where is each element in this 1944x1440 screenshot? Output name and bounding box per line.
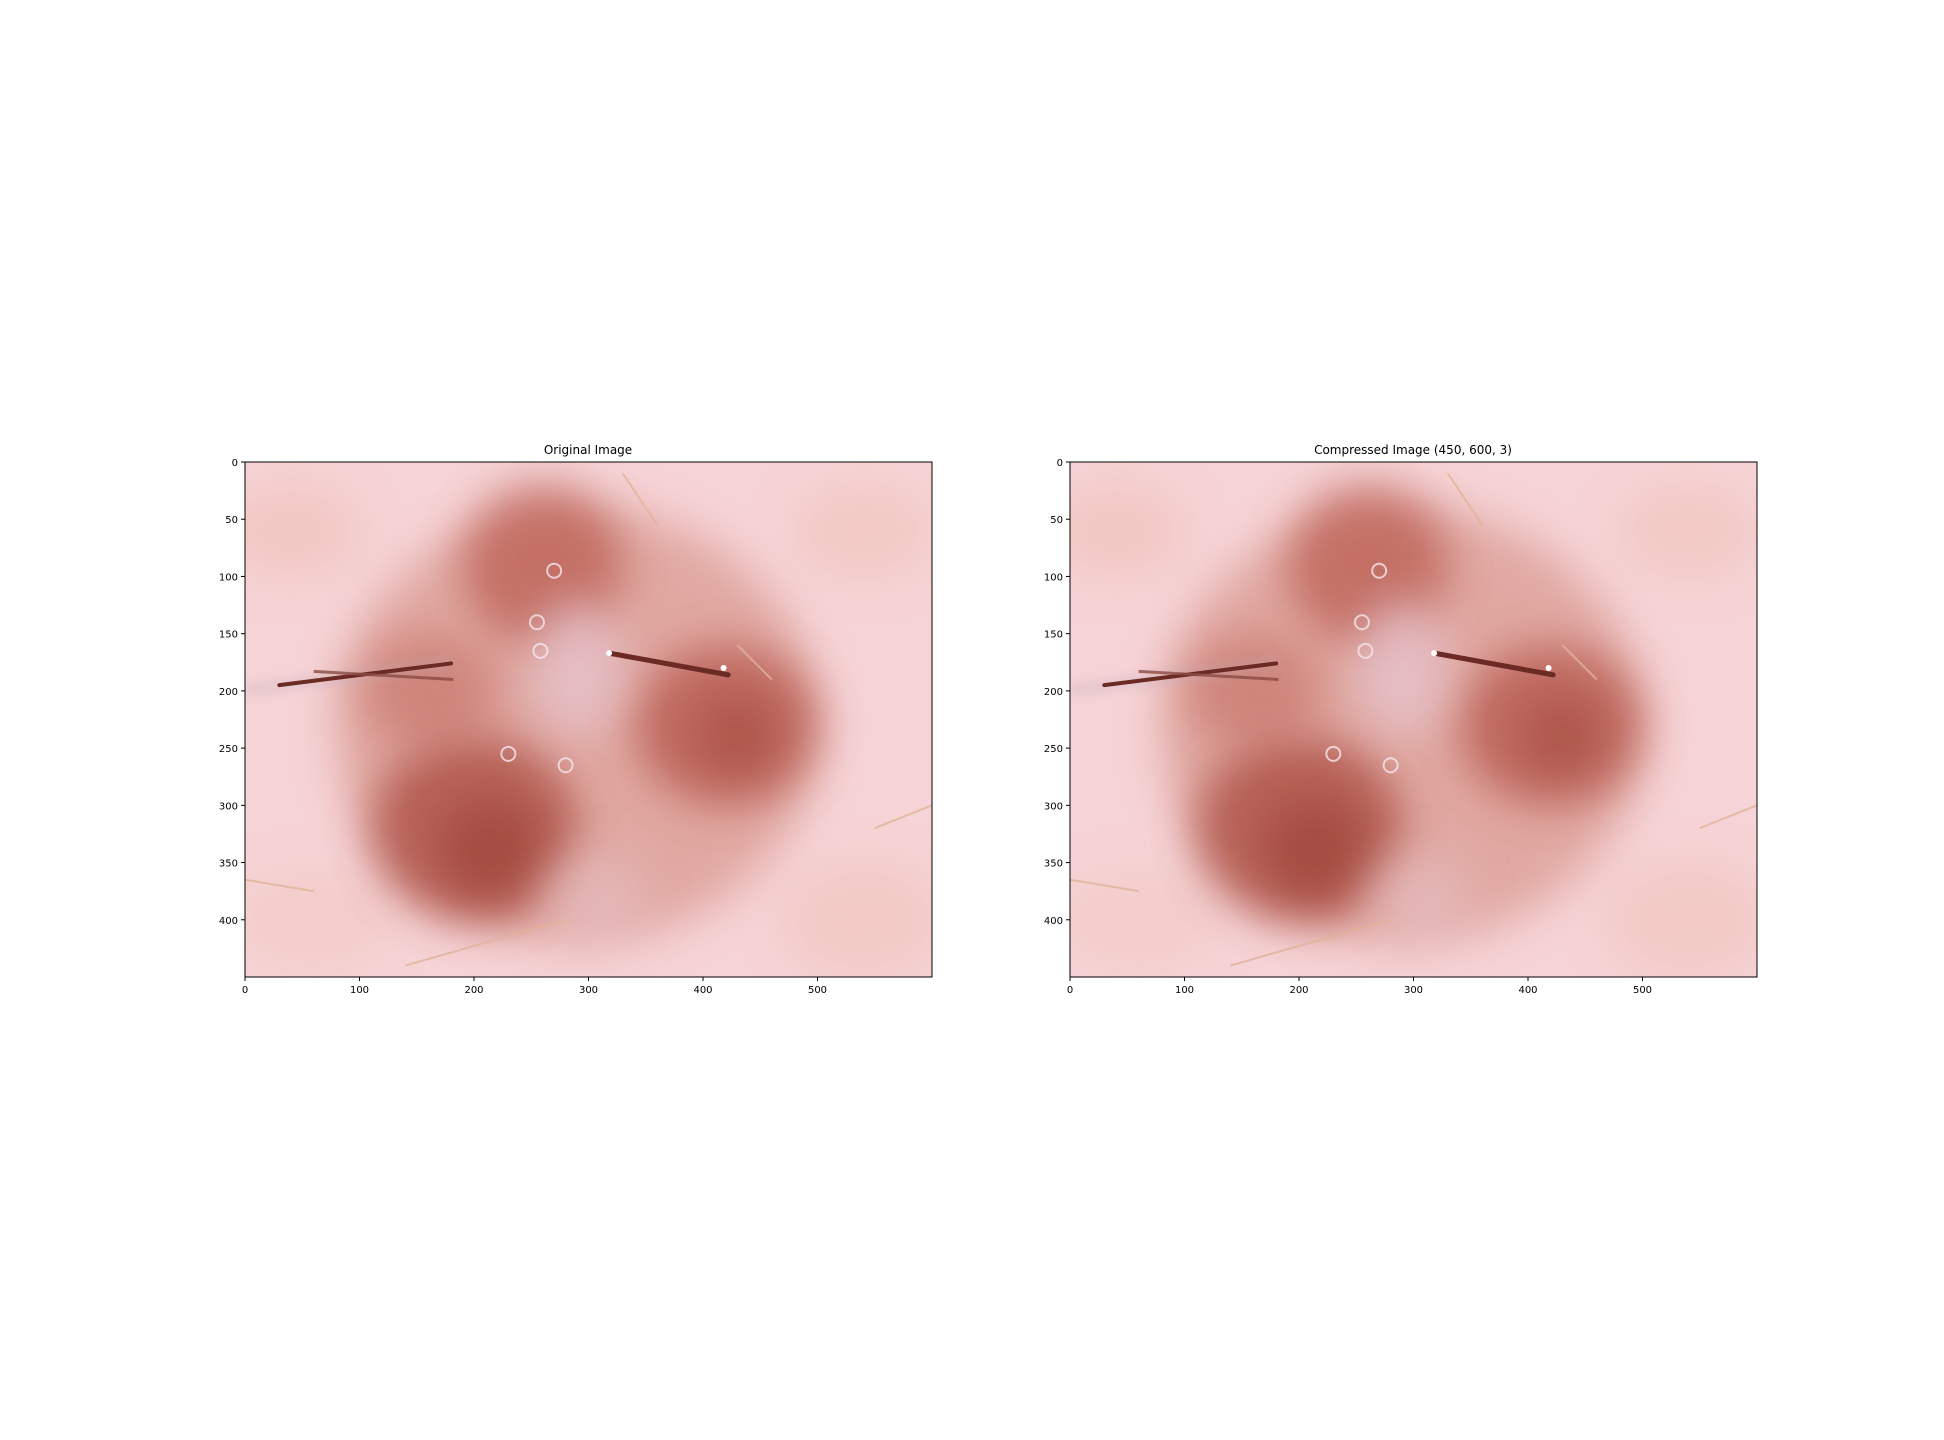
x-tick-label: 300 (1404, 985, 1423, 996)
lesion-image (245, 462, 932, 977)
y-tick-label: 150 (1044, 630, 1063, 641)
x-tick-label: 100 (350, 985, 369, 996)
panel-title-original: Original Image (543, 443, 633, 457)
y-tick-label: 100 (1044, 572, 1063, 583)
x-tick-label: 0 (242, 985, 248, 996)
x-tick-label: 200 (464, 985, 483, 996)
y-tick-label: 350 (219, 859, 238, 870)
y-tick-label: 0 (232, 458, 238, 469)
x-tick-label: 300 (579, 985, 598, 996)
x-tick-label: 400 (1518, 985, 1537, 996)
x-tick-label: 0 (1067, 985, 1073, 996)
y-tick-label: 50 (1050, 515, 1063, 526)
x-tick-label: 400 (693, 985, 712, 996)
y-tick-label: 250 (219, 744, 238, 755)
x-tick-label: 500 (1633, 985, 1652, 996)
lesion-image (1070, 462, 1757, 977)
y-tick-label: 200 (219, 687, 238, 698)
x-tick-label: 500 (808, 985, 827, 996)
y-tick-label: 50 (225, 515, 238, 526)
y-tick-label: 300 (219, 801, 238, 812)
y-tick-label: 200 (1044, 687, 1063, 698)
x-tick-label: 100 (1175, 985, 1194, 996)
y-tick-label: 150 (219, 630, 238, 641)
y-tick-label: 400 (219, 916, 238, 927)
y-tick-label: 350 (1044, 859, 1063, 870)
y-tick-label: 250 (1044, 744, 1063, 755)
y-tick-label: 300 (1044, 801, 1063, 812)
x-tick-label: 200 (1289, 985, 1308, 996)
y-tick-label: 400 (1044, 916, 1063, 927)
y-tick-label: 0 (1057, 458, 1063, 469)
y-tick-label: 100 (219, 572, 238, 583)
panel-title-compressed: Compressed Image (450, 600, 3) (1314, 443, 1512, 457)
